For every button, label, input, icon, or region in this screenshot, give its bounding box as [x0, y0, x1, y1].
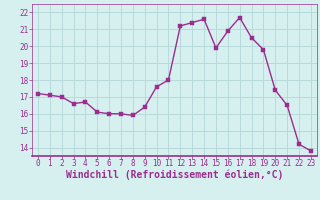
X-axis label: Windchill (Refroidissement éolien,°C): Windchill (Refroidissement éolien,°C) [66, 170, 283, 180]
